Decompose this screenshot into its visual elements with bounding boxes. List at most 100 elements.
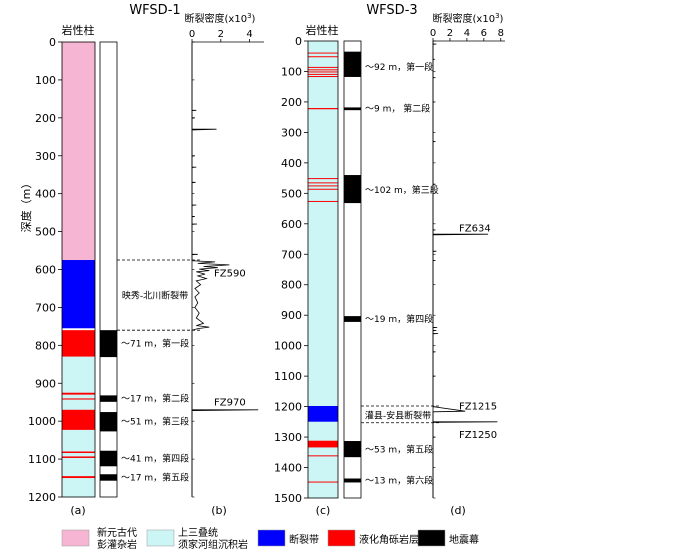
panel-label-b: (b) bbox=[211, 504, 227, 517]
depth-tick-label: 1300 bbox=[274, 431, 302, 444]
fault-zone-tag: FZ970 bbox=[214, 397, 246, 408]
frac-density-title-wfsd3: 断裂密度(x103) bbox=[433, 12, 504, 25]
lithology-unit-red bbox=[62, 392, 95, 395]
depth-tick-label: 1000 bbox=[28, 415, 56, 428]
lithology-unit-red bbox=[308, 73, 338, 75]
depth-tick-label: 800 bbox=[281, 279, 302, 292]
seismic-episode-label: ～71 m，第一段 bbox=[121, 337, 189, 349]
seismic-episode-label: ～17 m，第五段 bbox=[121, 471, 189, 483]
seismic-episode bbox=[100, 412, 117, 432]
lithology-unit-red bbox=[308, 71, 338, 73]
fault-zone-boundaries-wfsd1 bbox=[117, 259, 200, 331]
seismic-episode bbox=[100, 330, 117, 358]
seismic-labels-wfsd3: ～92 m，第一段 ～9 m， 第二段 ～102 m，第三段 ～19 m，第四段 ～53… bbox=[365, 61, 439, 487]
lithology-column-wfsd1 bbox=[62, 42, 95, 497]
seismic-episode bbox=[100, 395, 117, 402]
depth-tick-label: 0 bbox=[49, 36, 56, 49]
lithology-unit-cyan bbox=[308, 421, 338, 498]
well-title-wfsd1: WFSD-1 bbox=[129, 3, 180, 18]
depth-tick-label: 1100 bbox=[274, 370, 302, 383]
lithology-unit-red bbox=[308, 455, 338, 457]
depth-tick-label: 200 bbox=[281, 96, 302, 109]
depth-tick-label: 700 bbox=[281, 248, 302, 261]
depth-tick-label: 1200 bbox=[274, 401, 302, 414]
lithology-unit-red bbox=[308, 481, 338, 483]
seismic-column-frame-wfsd3 bbox=[343, 40, 362, 499]
frac-density-title-wfsd1: 断裂密度(x103) bbox=[185, 12, 256, 25]
legend-label: 断裂带 bbox=[289, 533, 319, 546]
lithology-unit-red bbox=[308, 52, 338, 54]
fault-zone-boundaries-wfsd3 bbox=[361, 405, 441, 424]
seismic-episode bbox=[100, 474, 117, 481]
lithology-column-wfsd3 bbox=[308, 41, 338, 498]
seismic-episode-label: ～92 m，第一段 bbox=[365, 61, 433, 73]
legend-label: 液化角砾岩层 bbox=[359, 533, 419, 546]
seismic-episode bbox=[344, 441, 361, 458]
frac-density-trace-wfsd3 bbox=[432, 41, 498, 498]
seismic-episode bbox=[344, 51, 361, 77]
fault-zone-tag: FZ590 bbox=[214, 269, 246, 280]
depth-tick-label: 0 bbox=[295, 35, 302, 48]
legend-swatch-pink bbox=[61, 529, 90, 547]
seismic-episode-label: ～51 m，第三段 bbox=[121, 416, 189, 428]
legend-swatch-cyan bbox=[146, 529, 175, 547]
depth-tick-label: 1100 bbox=[28, 453, 56, 466]
frac-density-tick-label: 0 bbox=[430, 28, 436, 39]
depth-axis-wfsd1: 0 100 200 300 400 500 600 700 800 900 1000 1100 1200 bbox=[28, 36, 62, 504]
depth-tick-label: 100 bbox=[281, 65, 302, 78]
depth-tick-label: 300 bbox=[281, 126, 302, 139]
lithology-unit-red bbox=[308, 440, 338, 448]
seismic-episode-label: ～13 m，第六段 bbox=[365, 475, 433, 487]
frac-density-tick-label: 8 bbox=[498, 28, 504, 39]
seismic-column-frame-wfsd1 bbox=[99, 41, 118, 498]
panel-label-a: (a) bbox=[70, 504, 85, 517]
lith-column-label-wfsd3: 岩性柱 bbox=[306, 23, 339, 37]
seismic-column-wfsd1 bbox=[100, 330, 117, 481]
legend-label: 地震幕 bbox=[449, 533, 479, 546]
lithology-unit-red bbox=[308, 178, 338, 180]
legend-swatch-black bbox=[417, 529, 446, 547]
seismic-episode bbox=[344, 175, 361, 204]
legend-label: 新元古代 bbox=[97, 526, 137, 539]
lithology-unit-red bbox=[308, 185, 338, 187]
depth-tick-label: 800 bbox=[35, 339, 56, 352]
depth-tick-label: 1000 bbox=[274, 340, 302, 353]
lithology-unit-blue bbox=[62, 260, 95, 329]
lithology-unit-red bbox=[308, 108, 338, 110]
lithology-unit-red bbox=[308, 200, 338, 202]
fault-labels-wfsd1: FZ590 FZ970 bbox=[214, 269, 246, 409]
seismic-episode bbox=[100, 450, 117, 467]
depth-tick-label: 1200 bbox=[28, 491, 56, 504]
legend-label-line2: 须家河组沉积岩 bbox=[178, 538, 248, 551]
seismic-labels-wfsd1: ～71 m，第一段 ～17 m，第二段 ～51 m，第三段 ～41 m，第四段 ～17 … bbox=[121, 337, 189, 483]
lithology-unit-cyan bbox=[308, 41, 338, 406]
lithology-unit-red bbox=[62, 398, 95, 400]
depth-tick-label: 100 bbox=[35, 74, 56, 87]
lithology-unit-red bbox=[62, 330, 95, 357]
frac-density-tick-label: 4 bbox=[464, 28, 470, 39]
fault-labels-wfsd3: FZ634 FZ1215 FZ1250 bbox=[459, 223, 497, 441]
depth-tick-label: 1500 bbox=[274, 492, 302, 505]
frac-density-tick-label: 2 bbox=[447, 28, 453, 39]
frac-density-tick-label: 2 bbox=[218, 29, 224, 40]
lithology-unit-red bbox=[308, 69, 338, 71]
fault-zone-label-wfsd1: 映秀-北川断裂带 bbox=[122, 289, 188, 301]
lithology-unit-red bbox=[308, 182, 338, 184]
depth-axis-wfsd3: 0 100 200 300 400 500 600 700 800 900 1000 1100 1200… bbox=[274, 35, 308, 505]
well-wfsd1: WFSD-1 岩性柱 深度（m） 0 100 200 300 400 500 600 700 8… bbox=[19, 3, 264, 517]
depth-tick-label: 1400 bbox=[274, 462, 302, 475]
seismic-episode-label: ～53 m，第五段 bbox=[365, 443, 433, 455]
depth-tick-label: 500 bbox=[281, 187, 302, 200]
seismic-episode-label: ～9 m， 第二段 bbox=[365, 103, 430, 115]
seismic-episode-label: ～41 m，第四段 bbox=[121, 452, 189, 464]
lithology-unit-red bbox=[308, 188, 338, 190]
lithology-unit-red bbox=[62, 409, 95, 430]
depth-axis-label: 深度（m） bbox=[19, 178, 33, 233]
depth-tick-label: 500 bbox=[35, 226, 56, 239]
seismic-episode-label: ～17 m，第二段 bbox=[121, 392, 189, 404]
depth-tick-label: 700 bbox=[35, 301, 56, 314]
lithology-unit-red bbox=[308, 76, 338, 78]
seismic-episode-label: ～102 m，第三段 bbox=[365, 184, 439, 196]
